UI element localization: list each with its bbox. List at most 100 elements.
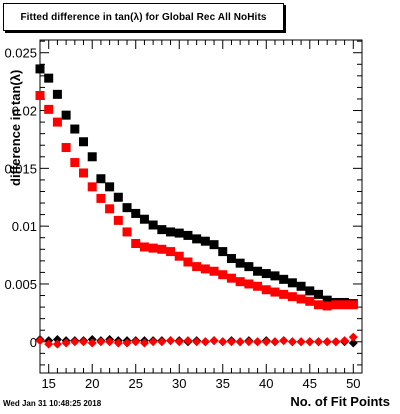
- x-tick-label: 30: [172, 376, 186, 391]
- data-point-s1: [148, 243, 158, 253]
- y-axis-label: difference in tan(λ): [8, 69, 23, 186]
- data-point-s1: [96, 193, 106, 203]
- data-point-s1: [166, 247, 176, 257]
- data-point-s1: [235, 277, 245, 287]
- data-point-s0: [79, 137, 89, 147]
- plot-frame: [39, 39, 363, 374]
- data-point-s0: [279, 274, 289, 284]
- x-tick-label: 15: [41, 376, 55, 391]
- data-point-s1: [192, 262, 202, 272]
- data-point-s3: [305, 337, 315, 347]
- data-point-s1: [122, 227, 132, 237]
- data-point-s1: [331, 300, 341, 310]
- x-tick-label: 50: [346, 376, 360, 391]
- data-point-s3: [218, 337, 228, 347]
- data-point-s3: [166, 336, 176, 346]
- data-point-s0: [192, 234, 202, 244]
- data-point-s1: [322, 301, 332, 311]
- data-point-s1: [218, 270, 228, 280]
- data-point-s0: [183, 230, 193, 240]
- y-tick-label: 0.025: [4, 46, 37, 61]
- chart-title-box: Fitted difference in tan(λ) for Global R…: [3, 3, 284, 31]
- data-point-s1: [87, 182, 97, 192]
- data-point-s0: [313, 289, 323, 299]
- data-point-s1: [200, 264, 210, 274]
- data-point-s1: [70, 158, 80, 168]
- data-point-s1: [313, 300, 323, 310]
- data-point-s0: [61, 110, 71, 120]
- data-point-s3: [313, 337, 323, 347]
- x-tick-label: 45: [303, 376, 317, 391]
- data-point-s1: [131, 239, 141, 248]
- y-tick-label: 0.015: [4, 161, 37, 176]
- data-point-s0: [44, 73, 54, 83]
- x-axis-label: No. of Fit Points: [290, 394, 390, 409]
- data-point-s3: [148, 337, 158, 347]
- data-point-s0: [174, 228, 184, 238]
- data-point-s0: [122, 203, 132, 213]
- data-point-s0: [270, 271, 280, 281]
- data-point-s3: [131, 337, 141, 347]
- data-point-s0: [131, 208, 141, 218]
- data-point-s3: [340, 336, 350, 346]
- data-point-s0: [157, 225, 167, 235]
- data-point-s3: [61, 338, 71, 348]
- data-point-s2: [52, 334, 62, 344]
- data-point-s1: [270, 287, 280, 297]
- y-tick-label: 0: [30, 335, 37, 350]
- data-point-s1: [287, 292, 297, 302]
- data-point-s3: [105, 337, 115, 347]
- data-point-s3: [253, 337, 263, 347]
- data-point-s3: [200, 337, 210, 347]
- data-point-s3: [157, 337, 167, 347]
- data-point-s3: [174, 337, 184, 347]
- data-point-s1: [174, 251, 184, 261]
- chart-title: Fitted difference in tan(λ) for Global R…: [20, 11, 267, 23]
- data-point-s3: [209, 336, 219, 346]
- data-point-s0: [105, 182, 115, 192]
- data-point-s0: [96, 174, 106, 184]
- data-point-s0: [139, 214, 149, 224]
- x-tick-label: 25: [128, 376, 142, 391]
- data-point-s3: [331, 337, 341, 347]
- data-point-s3: [270, 337, 280, 347]
- data-point-s1: [44, 104, 54, 114]
- data-point-s3: [87, 338, 97, 348]
- data-point-s3: [296, 337, 306, 347]
- data-point-s3: [226, 337, 236, 347]
- data-point-s0: [209, 240, 219, 250]
- data-point-s1: [340, 300, 350, 310]
- data-point-s3: [244, 337, 254, 347]
- x-tick-label: 20: [85, 376, 99, 391]
- data-point-s3: [96, 337, 106, 347]
- data-point-s0: [305, 286, 315, 296]
- data-point-s3: [348, 332, 358, 342]
- data-point-s0: [287, 278, 297, 288]
- data-point-s0: [261, 269, 271, 279]
- data-point-s1: [105, 204, 115, 214]
- data-point-s0: [70, 124, 80, 134]
- data-point-s3: [183, 336, 193, 346]
- data-point-s1: [261, 285, 271, 295]
- data-point-s1: [52, 117, 62, 127]
- y-tick-label: 0.005: [4, 277, 37, 292]
- data-point-s1: [61, 143, 71, 153]
- data-point-s1: [244, 279, 254, 289]
- data-point-s1: [35, 91, 45, 100]
- data-point-s1: [113, 215, 123, 225]
- data-point-s3: [113, 338, 123, 348]
- data-point-s1: [296, 294, 306, 304]
- data-point-s3: [79, 337, 89, 347]
- data-point-s1: [139, 242, 149, 252]
- data-point-s3: [122, 338, 132, 348]
- data-point-s0: [218, 247, 228, 257]
- data-point-s0: [253, 266, 263, 276]
- data-point-s0: [235, 258, 245, 268]
- data-point-s3: [139, 338, 149, 348]
- data-point-s0: [35, 64, 45, 74]
- y-tick-label: 0.01: [12, 219, 37, 234]
- data-point-s3: [279, 336, 289, 346]
- data-point-s1: [226, 273, 236, 283]
- x-tick-label: 40: [259, 376, 273, 391]
